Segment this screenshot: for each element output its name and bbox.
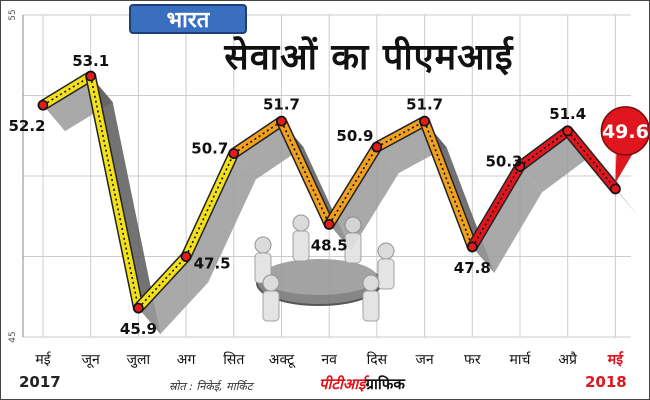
value-label: 51.4 <box>549 105 586 123</box>
series-dots <box>89 76 140 309</box>
series-dots <box>328 146 378 225</box>
x-tick-label: दिस <box>367 351 388 368</box>
series-dots <box>42 75 92 106</box>
chart-title: सेवाओं का पीएमआई <box>224 37 514 78</box>
x-tick-label: मई <box>607 351 624 368</box>
series-dots <box>280 120 330 225</box>
illustration-figure-head <box>377 242 395 260</box>
graphic-credit: पीटीआईग्राफिक <box>319 374 405 394</box>
x-tick-label: नव <box>321 352 337 368</box>
y-tick-label: 55 <box>8 9 18 20</box>
x-tick-label: मार्च <box>510 351 532 368</box>
series-dots <box>423 120 474 248</box>
illustration-figure-body <box>362 290 380 322</box>
illustration-figure-body <box>377 258 395 290</box>
x-tick-label: अग <box>177 352 197 368</box>
value-label: 51.7 <box>406 95 443 113</box>
value-label: 50.3 <box>485 152 522 170</box>
data-point <box>467 241 478 253</box>
x-tick-label: फर <box>464 352 481 368</box>
year-start-label: 2017 <box>19 373 61 391</box>
value-label: 47.5 <box>194 255 231 273</box>
illustration-figure-head <box>344 216 362 234</box>
data-point <box>37 99 49 111</box>
value-label: 51.7 <box>263 95 300 113</box>
x-tick-label: सित <box>223 351 245 368</box>
year-end-label: 2018 <box>585 373 627 391</box>
illustration-figure-head <box>362 274 380 292</box>
data-point <box>180 251 192 262</box>
value-label: 50.9 <box>336 127 373 145</box>
data-point <box>276 116 287 127</box>
x-tick-label: अप्रै <box>558 351 578 368</box>
highlight-pointer <box>615 150 635 183</box>
data-point <box>323 219 335 230</box>
illustration-figure-head <box>262 274 280 292</box>
credit-brand: पीटीआई <box>319 375 366 393</box>
data-point <box>371 141 383 153</box>
data-point <box>514 161 526 172</box>
ribbon-segment <box>472 166 542 273</box>
series-dots <box>376 120 425 148</box>
series-dots <box>137 255 187 309</box>
data-point <box>133 302 144 314</box>
value-label: 50.7 <box>191 139 228 157</box>
data-point <box>228 148 240 159</box>
y-tick-label: 45 <box>8 331 18 342</box>
data-point <box>419 116 430 127</box>
data-point <box>85 70 96 82</box>
x-tick-label: जुला <box>127 352 151 368</box>
illustration-figure-head <box>254 236 272 254</box>
highlight-bubble <box>600 106 649 156</box>
series-line <box>86 72 143 313</box>
value-label: 45.9 <box>120 320 157 338</box>
value-label: 52.2 <box>8 117 45 135</box>
x-tick-label: अक्टू <box>269 352 296 368</box>
data-point <box>562 125 573 137</box>
value-label-highlight: 49.6 <box>602 121 649 143</box>
series-line <box>563 126 620 193</box>
value-label: 47.8 <box>454 259 491 277</box>
series-dots <box>185 153 235 257</box>
series-dots <box>471 165 521 248</box>
illustration-table-top <box>261 259 377 295</box>
value-label: 53.1 <box>72 52 109 70</box>
illustration-figure-body <box>344 232 362 264</box>
source-note: स्रोत : निकेई, मार्किट <box>169 380 253 393</box>
country-badge: भारत <box>129 4 247 34</box>
data-point <box>610 183 621 195</box>
series-line <box>516 126 572 171</box>
ribbon-segment <box>186 153 256 283</box>
x-tick-label: जन <box>416 352 434 368</box>
team-illustration <box>254 214 395 322</box>
x-tick-label: जून <box>82 352 100 368</box>
illustration-figure-body <box>262 290 280 322</box>
illustration-figure-head <box>292 214 310 232</box>
illustration-figure-body <box>292 230 310 262</box>
credit-text: ग्राफिक <box>365 375 405 393</box>
x-tick-label: मई <box>35 351 51 368</box>
ribbon-segment <box>138 256 209 335</box>
ribbon-segment <box>520 130 590 193</box>
value-label: 48.5 <box>311 236 348 254</box>
series-line <box>229 117 286 158</box>
